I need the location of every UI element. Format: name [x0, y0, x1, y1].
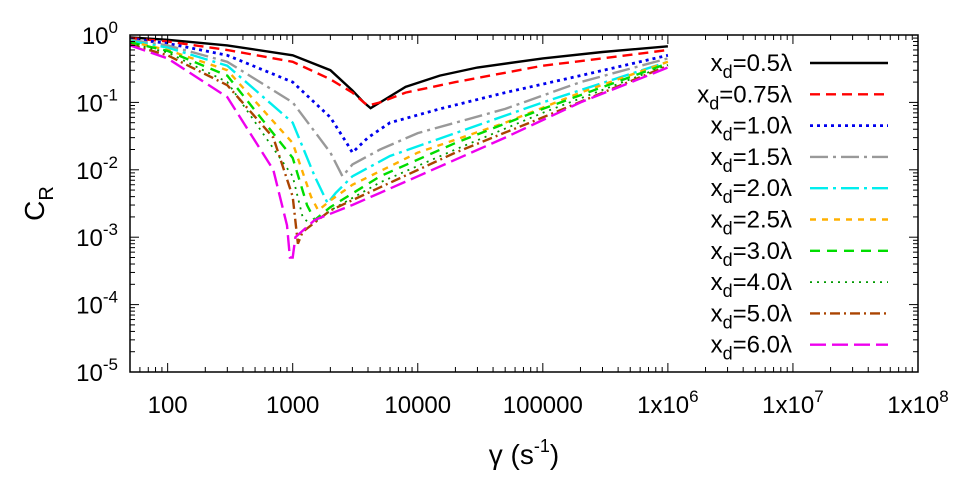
legend-label-4: xd=2.0λ [711, 175, 792, 207]
series-line-2 [129, 37, 669, 155]
legend-label-0: xd=0.5λ [711, 50, 792, 82]
y-tick-label-1: 10-1 [76, 85, 118, 117]
legend-label-1: xd=0.75λ [697, 81, 792, 113]
series-line-8 [129, 43, 669, 245]
axis-ticks [129, 34, 919, 373]
x-tick-label-5: 1x107 [762, 387, 824, 419]
x-tick-label-1: 1000 [266, 392, 319, 419]
y-tick-label-3: 10-3 [76, 220, 118, 252]
y-tick-label-0: 100 [82, 18, 118, 50]
y-tick-label-4: 10-4 [76, 288, 118, 320]
x-tick-label-0: 100 [148, 392, 188, 419]
series-line-7 [129, 42, 669, 227]
y-tick-label-5: 10-5 [76, 355, 118, 387]
plot-lines [129, 36, 669, 259]
x-tick-label-2: 10000 [384, 392, 451, 419]
series-line-4 [129, 39, 669, 206]
series-line-0 [129, 36, 669, 110]
legend-label-6: xd=3.0λ [711, 238, 792, 270]
legend-label-2: xd=1.0λ [711, 113, 792, 145]
x-tick-label-4: 1x106 [637, 387, 699, 419]
series-line-9 [129, 44, 669, 259]
axis-tick-labels: 100 1000 10000 100000 1x106 1x107 1x108 100 10-1… [76, 18, 949, 419]
series-line-6 [129, 41, 669, 222]
x-tick-label-6: 1x108 [887, 387, 949, 419]
legend-label-5: xd=2.5λ [711, 207, 792, 239]
legend-label-8: xd=5.0λ [711, 300, 792, 332]
legend: xd=0.5λxd=0.75λxd=1.0λxd=1.5λxd=2.0λxd=2… [697, 50, 888, 364]
series-line-3 [129, 38, 669, 179]
series-line-1 [129, 36, 669, 107]
plot-frame [129, 34, 919, 373]
legend-label-7: xd=4.0λ [711, 269, 792, 301]
y-tick-label-2: 10-2 [76, 153, 118, 185]
x-tick-label-3: 100000 [503, 392, 583, 419]
x-axis-title: γ (s-1) [489, 436, 559, 470]
y-axis-title: CR [19, 186, 58, 221]
legend-label-3: xd=1.5λ [711, 144, 792, 176]
legend-label-9: xd=6.0λ [711, 332, 792, 364]
